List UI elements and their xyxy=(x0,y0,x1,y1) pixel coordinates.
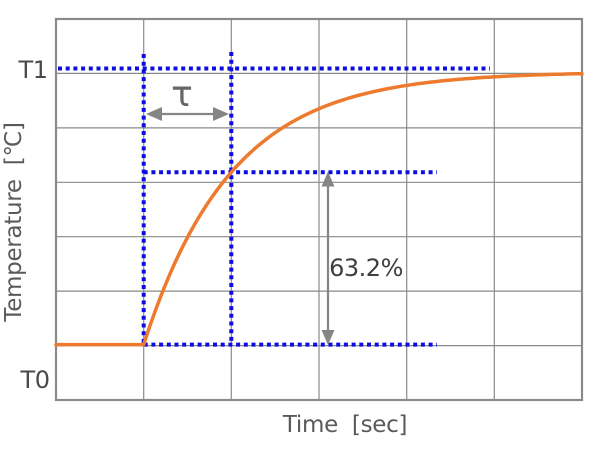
plot-border xyxy=(54,17,584,402)
pct-range-arrow xyxy=(321,171,335,345)
pct-arrowhead-up-icon xyxy=(321,171,335,187)
tau-arrowhead-left-icon xyxy=(146,107,162,121)
percent-label: 63.2% xyxy=(329,254,403,282)
y-tick-t1: T1 xyxy=(18,56,48,84)
tau-label: τ xyxy=(171,74,193,115)
y-tick-t0: T0 xyxy=(20,366,50,394)
y-axis-label: Temperature [℃] xyxy=(1,122,27,322)
tau-range-arrow xyxy=(146,107,229,121)
x-axis-label: Time [sec] xyxy=(282,412,407,438)
response-curve xyxy=(54,71,584,347)
tau-arrowhead-right-icon xyxy=(213,107,229,121)
pct-arrowhead-down-icon xyxy=(321,330,335,345)
